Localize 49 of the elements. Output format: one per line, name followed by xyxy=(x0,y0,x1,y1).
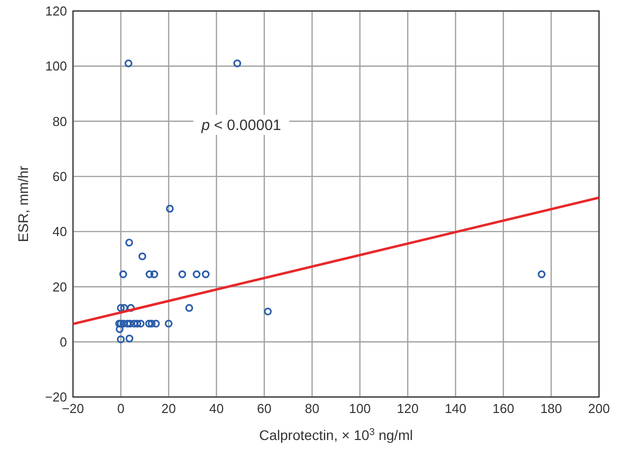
point xyxy=(119,270,128,278)
point xyxy=(166,204,174,213)
point xyxy=(133,320,142,328)
point xyxy=(192,270,200,278)
x-tick-label: 160 xyxy=(492,401,514,416)
point xyxy=(145,320,153,328)
y-tick-label: 20 xyxy=(52,279,67,294)
x-tick-label: 120 xyxy=(396,401,419,416)
point xyxy=(116,335,125,344)
point xyxy=(185,304,194,312)
x-tick-label: 200 xyxy=(588,401,610,416)
point xyxy=(116,304,125,312)
point xyxy=(120,304,128,312)
point xyxy=(146,270,154,278)
point xyxy=(178,270,186,278)
point xyxy=(125,238,134,246)
x-tick-label: 20 xyxy=(161,401,176,416)
x-tick-label: 80 xyxy=(304,401,320,416)
x-tick-label: 40 xyxy=(209,401,224,416)
point xyxy=(538,270,546,278)
annotation: p < 0.00001 xyxy=(200,117,282,134)
y-tick-label: −20 xyxy=(44,390,67,405)
point xyxy=(150,270,158,278)
y-tick-label: 40 xyxy=(52,224,67,240)
y-tick-label: 100 xyxy=(45,58,67,74)
y-tick-label: 80 xyxy=(52,114,67,129)
point xyxy=(116,325,124,334)
point xyxy=(164,320,173,328)
y-tick-label: 60 xyxy=(52,168,67,184)
point xyxy=(126,304,135,312)
point xyxy=(202,270,210,278)
point xyxy=(233,60,242,68)
x-tick-label: 100 xyxy=(349,401,371,416)
y-tick-label: 120 xyxy=(45,4,67,19)
x-tick-label: 60 xyxy=(257,401,272,416)
point xyxy=(264,308,272,316)
x-tick-label: 140 xyxy=(444,401,466,416)
x-tick-label: 0 xyxy=(117,401,124,416)
point xyxy=(138,252,146,260)
y-axis-title: ESR, mm/hr xyxy=(15,166,31,242)
point xyxy=(152,320,160,328)
x-axis-title: Calprotectin, × 10$^{3}$ ng/ml xyxy=(259,426,413,443)
point xyxy=(124,60,132,68)
point xyxy=(126,320,134,328)
point xyxy=(148,320,156,328)
point xyxy=(136,320,145,328)
point xyxy=(126,334,134,342)
y-tick-label: 0 xyxy=(60,334,67,350)
x-tick-label: 180 xyxy=(540,401,562,416)
